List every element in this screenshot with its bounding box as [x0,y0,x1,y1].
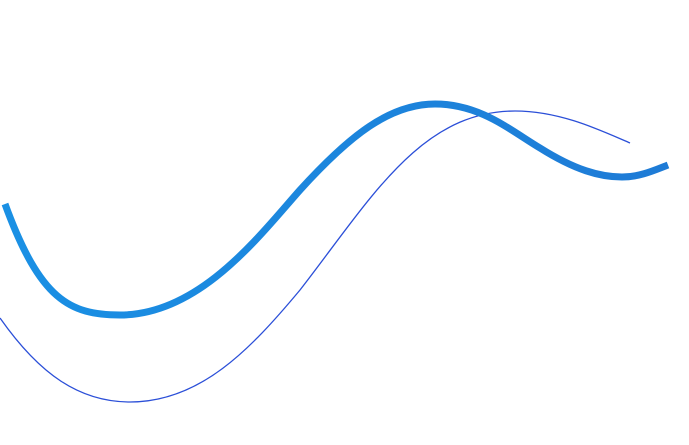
thick-wave-curve [1,100,670,319]
thin-wave-curve [0,110,631,403]
